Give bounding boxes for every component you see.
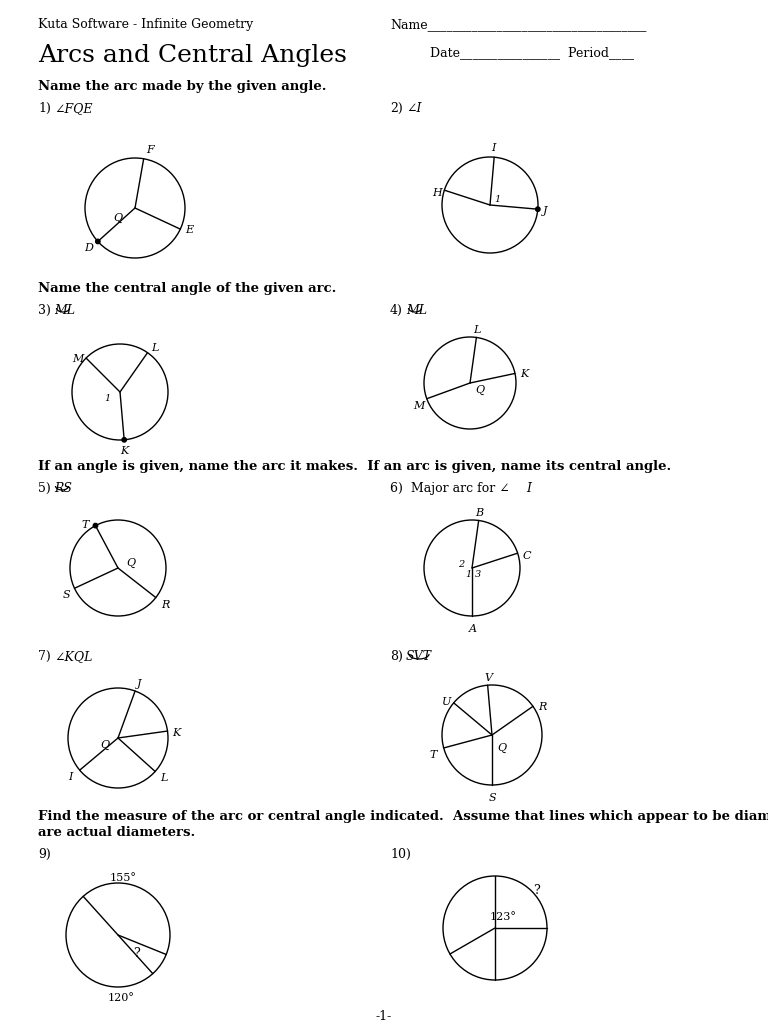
Text: 7): 7) [38, 650, 51, 663]
Text: V: V [485, 673, 492, 683]
Text: Name___________________________________: Name___________________________________ [390, 18, 647, 31]
Text: Kuta Software - Infinite Geometry: Kuta Software - Infinite Geometry [38, 18, 253, 31]
Text: If an angle is given, name the arc it makes.  If an arc is given, name its centr: If an angle is given, name the arc it ma… [38, 460, 671, 473]
Text: L: L [151, 343, 159, 352]
Text: 1): 1) [38, 102, 51, 115]
Text: E: E [185, 225, 194, 236]
Circle shape [93, 523, 98, 527]
Text: S: S [62, 590, 70, 600]
Text: R: R [538, 702, 546, 713]
Text: T: T [430, 750, 437, 760]
Text: Arcs and Central Angles: Arcs and Central Angles [38, 44, 347, 67]
Text: U: U [442, 697, 451, 707]
Text: Q: Q [497, 743, 506, 753]
Text: I: I [526, 482, 531, 495]
Text: D: D [84, 244, 93, 254]
Text: 1: 1 [465, 570, 472, 579]
Text: ML: ML [406, 304, 427, 317]
Text: L: L [473, 326, 481, 336]
Text: R: R [161, 599, 169, 609]
Text: ∠I: ∠I [406, 102, 422, 115]
Text: B: B [475, 509, 483, 518]
Text: ∠KQL: ∠KQL [54, 650, 92, 663]
Text: K: K [520, 370, 528, 380]
Text: M: M [412, 400, 424, 411]
Text: Q: Q [113, 213, 122, 223]
Text: are actual diameters.: are actual diameters. [38, 826, 195, 839]
Text: J: J [543, 206, 548, 216]
Text: Q: Q [126, 558, 135, 568]
Text: Date________________  Period____: Date________________ Period____ [430, 46, 634, 59]
Text: Find the measure of the arc or central angle indicated.  Assume that lines which: Find the measure of the arc or central a… [38, 810, 768, 823]
Text: I: I [68, 772, 72, 782]
Text: 3: 3 [475, 570, 482, 579]
Text: -1-: -1- [376, 1010, 392, 1023]
Text: I: I [492, 143, 495, 154]
Text: T: T [81, 519, 89, 529]
Text: Q: Q [475, 385, 484, 395]
Text: 1: 1 [494, 195, 500, 204]
Text: M: M [72, 354, 84, 365]
Text: ?: ? [133, 947, 140, 961]
Text: 155°: 155° [110, 873, 137, 883]
Text: S: S [489, 793, 497, 803]
Text: L: L [161, 773, 167, 783]
Text: A: A [469, 624, 477, 634]
Circle shape [535, 207, 540, 211]
Text: 120°: 120° [108, 993, 135, 1002]
Circle shape [96, 240, 100, 244]
Text: 2): 2) [390, 102, 402, 115]
Text: ∠FQE: ∠FQE [54, 102, 92, 115]
Text: 10): 10) [390, 848, 411, 861]
Text: 6)  Major arc for ∠: 6) Major arc for ∠ [390, 482, 510, 495]
Text: F: F [146, 144, 154, 155]
Text: 8): 8) [390, 650, 403, 663]
Text: 123°: 123° [490, 912, 517, 922]
Text: 3): 3) [38, 304, 51, 317]
Text: Q: Q [100, 740, 109, 751]
Text: ?: ? [533, 884, 540, 897]
Text: RS: RS [54, 482, 72, 495]
Text: Name the arc made by the given angle.: Name the arc made by the given angle. [38, 80, 326, 93]
Text: K: K [173, 728, 180, 738]
Text: 4): 4) [390, 304, 403, 317]
Text: Name the central angle of the given arc.: Name the central angle of the given arc. [38, 282, 336, 295]
Text: 2: 2 [458, 560, 464, 569]
Text: 1: 1 [104, 394, 111, 403]
Text: SVT: SVT [406, 650, 432, 663]
Text: 5): 5) [38, 482, 51, 495]
Text: C: C [523, 551, 531, 561]
Text: K: K [120, 445, 128, 456]
Text: ML: ML [54, 304, 75, 317]
Text: H: H [432, 188, 442, 199]
Text: 9): 9) [38, 848, 51, 861]
Text: J: J [137, 679, 141, 689]
Circle shape [122, 437, 127, 442]
